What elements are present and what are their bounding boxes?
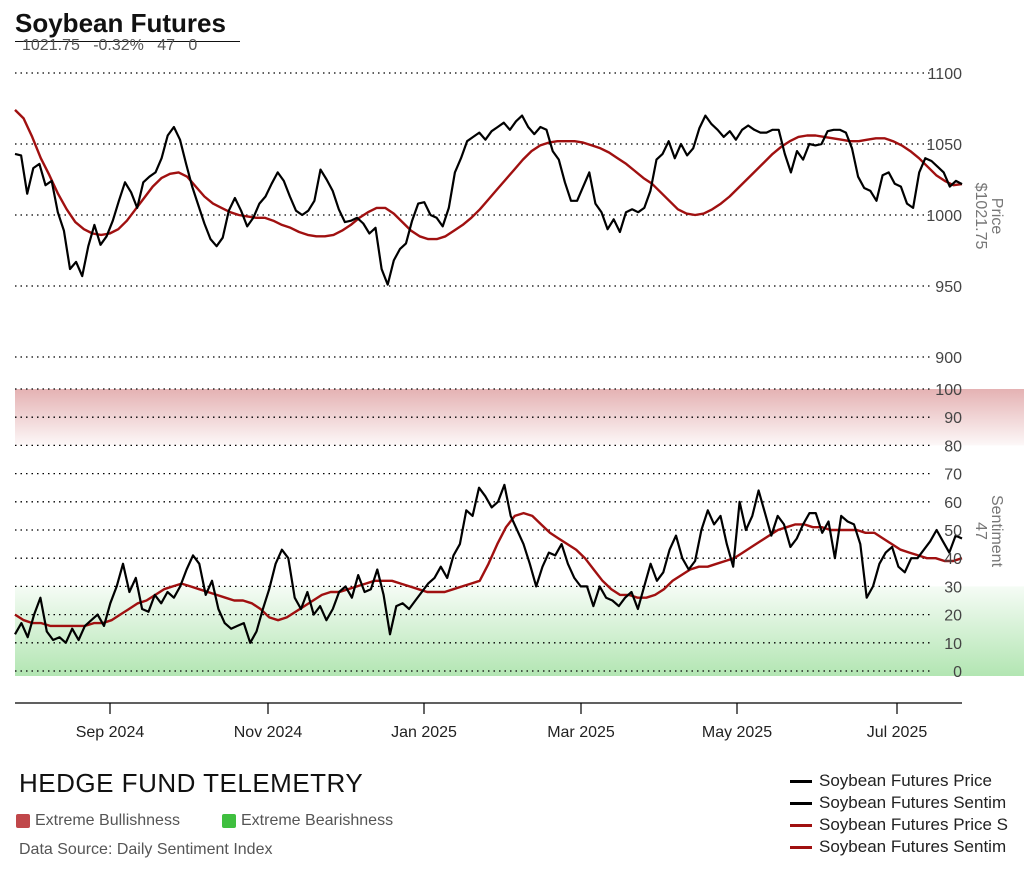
bull-label: Extreme Bullishness — [35, 812, 180, 829]
stat-zero: 0 — [188, 37, 198, 54]
sentiment-tick-label: 10 — [944, 636, 962, 653]
legend-label-price: Soybean Futures Price — [819, 771, 992, 790]
legend-bull: Extreme Bullishness — [16, 812, 180, 830]
x-tick-label: Nov 2024 — [234, 724, 303, 741]
sentiment-tick-label: 60 — [944, 495, 962, 512]
legend-label-sentiment-avg: Soybean Futures Sentim — [819, 837, 1007, 856]
price-tick-label: 1000 — [926, 208, 962, 225]
price-tick-label: 900 — [935, 350, 962, 367]
price-current-label: $1021.75 — [972, 183, 989, 250]
legend-item-sentiment: Soybean Futures Sentim — [790, 792, 1024, 814]
price-average-line — [14, 109, 963, 241]
sentiment-tick-label: 0 — [953, 664, 962, 681]
sentiment-axis-title: Sentiment — [988, 495, 1005, 568]
legend-item-price: Soybean Futures Price — [790, 770, 1024, 792]
x-tick-label: Sep 2024 — [76, 724, 145, 741]
legend-label-price-avg: Soybean Futures Price S — [819, 815, 1008, 834]
sentiment-line — [14, 483, 963, 644]
brand-name: HEDGE FUND TELEMETRY — [19, 768, 364, 798]
x-tick-label: May 2025 — [702, 724, 772, 741]
sentiment-tick-label: 30 — [944, 579, 962, 596]
sentiment-zones — [15, 389, 1024, 676]
price-tick-label: 1050 — [926, 137, 962, 154]
stat-price: 1021.75 — [22, 37, 80, 54]
x-tick-label: Jul 2025 — [867, 724, 928, 741]
sentiment-tick-label: 40 — [944, 551, 962, 568]
data-source: Data Source: Daily Sentiment Index — [19, 841, 273, 858]
bull-swatch — [16, 814, 30, 828]
legend-line-sentiment-avg — [790, 845, 812, 849]
series-lines — [14, 109, 963, 644]
zone-extreme-bullishness — [15, 389, 1024, 446]
axes: 900 950 1000 1050 1100 0 10 20 30 40 50 60 70 80 90 100… — [15, 66, 1005, 741]
legend-item-price-avg: Soybean Futures Price S — [790, 814, 1024, 836]
sentiment-tick-label: 90 — [944, 410, 962, 427]
sentiment-tick-label: 50 — [944, 523, 962, 540]
stat-change: -0.32% — [93, 37, 144, 54]
title-underline — [15, 41, 240, 42]
zone-extreme-bearishness — [15, 586, 1024, 676]
header-stats: 1021.75 -0.32% 47 0 — [22, 37, 197, 55]
legend-label-sentiment: Soybean Futures Sentim — [819, 793, 1007, 812]
legend-line-price — [790, 779, 812, 783]
legend-item-sentiment-avg: Soybean Futures Sentim — [790, 836, 1024, 858]
legend-line-sentiment — [790, 801, 812, 805]
bear-swatch — [222, 814, 236, 828]
price-tick-label: 950 — [935, 279, 962, 296]
sentiment-tick-label: 100 — [935, 382, 962, 399]
price-line — [14, 114, 963, 286]
sentiment-tick-label: 80 — [944, 438, 962, 455]
legend-line-price-avg — [790, 823, 812, 827]
bear-label: Extreme Bearishness — [241, 812, 394, 829]
page-title: Soybean Futures — [15, 8, 226, 38]
sentiment-current-label: 47 — [972, 522, 989, 540]
x-tick-label: Jan 2025 — [391, 724, 457, 741]
price-tick-label: 1100 — [928, 66, 963, 83]
legend-bear: Extreme Bearishness — [222, 812, 393, 830]
price-axis-title: Price — [988, 198, 1005, 235]
sentiment-tick-label: 70 — [944, 467, 962, 484]
stat-sentiment: 47 — [157, 37, 176, 54]
sentiment-tick-label: 20 — [944, 608, 962, 625]
series-legend: Soybean Futures Price Soybean Futures Se… — [790, 770, 1024, 858]
x-tick-label: Mar 2025 — [547, 724, 615, 741]
